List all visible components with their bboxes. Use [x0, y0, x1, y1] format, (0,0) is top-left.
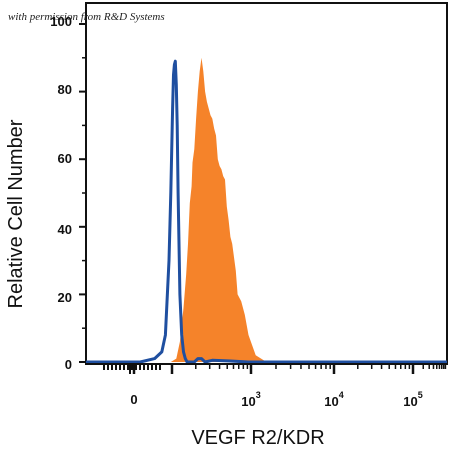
watermark-text: with permission from R&D Systems [8, 11, 165, 23]
y-tick-label: 80 [58, 82, 72, 97]
x-axis-title: VEGF R2/KDR [191, 427, 324, 449]
x-tick-base: 10 [241, 394, 255, 409]
x-tick-base: 10 [324, 394, 338, 409]
x-tick-exponent: 4 [339, 390, 344, 400]
y-tick-label: 100 [50, 14, 72, 29]
x-tick-exponent: 3 [256, 390, 261, 400]
stained-histogram-area [170, 57, 276, 363]
y-tick-label: 20 [58, 290, 72, 305]
x-tick-label: 105 [403, 390, 422, 409]
plot-frame [85, 2, 448, 365]
x-tick-exponent: 5 [418, 390, 423, 400]
y-tick-label: 40 [58, 222, 72, 237]
y-axis-ticks [79, 23, 86, 363]
x-tick-label: 103 [241, 390, 260, 409]
x-axis-minor-ticks [103, 364, 447, 374]
y-axis-title: Relative Cell Number [5, 119, 27, 308]
x-tick-base: 10 [403, 394, 417, 409]
control-histogram-line [86, 59, 447, 364]
x-tick-label: 0 [130, 392, 137, 407]
y-tick-label: 0 [65, 357, 72, 372]
x-tick-label: 104 [324, 390, 343, 409]
y-tick-label: 60 [58, 151, 72, 166]
